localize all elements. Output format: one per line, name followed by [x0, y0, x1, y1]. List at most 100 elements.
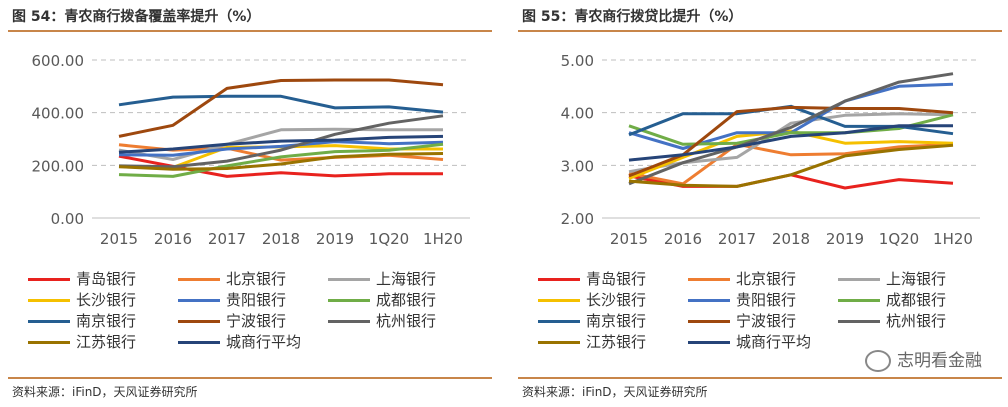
legend-item: 北京银行 — [688, 268, 796, 289]
legend-swatch — [328, 278, 370, 281]
legend-item: 杭州银行 — [838, 310, 946, 331]
x-tick-label: 2015 — [610, 230, 648, 248]
series-line — [118, 94, 444, 114]
series-line — [118, 134, 444, 154]
x-tick-label: 2019 — [826, 230, 864, 248]
legend-swatch — [328, 320, 370, 323]
legend-swatch — [538, 320, 580, 323]
legend-item: 杭州银行 — [328, 310, 436, 331]
legend-swatch — [28, 278, 70, 281]
y-tick-label: 5.00 — [561, 52, 594, 70]
legend-swatch — [328, 299, 370, 302]
series-line — [118, 152, 444, 171]
legend-item: 城商行平均 — [178, 331, 301, 352]
legend-item: 宁波银行 — [688, 310, 796, 331]
legend-label: 杭州银行 — [886, 312, 947, 330]
legend-item: 北京银行 — [178, 268, 286, 289]
legend-label: 成都银行 — [376, 291, 437, 309]
legend-item: 贵阳银行 — [688, 289, 796, 310]
x-tick-label: 2018 — [772, 230, 810, 248]
series-line — [628, 113, 954, 146]
watermark: 志明看金融 — [865, 346, 982, 372]
legend-swatch — [838, 278, 880, 281]
legend-item: 江苏银行 — [28, 331, 136, 352]
legend-swatch — [538, 299, 580, 302]
legend-label: 贵阳银行 — [226, 291, 287, 309]
legend-swatch — [538, 341, 580, 344]
x-tick-label: 1Q20 — [369, 230, 409, 248]
legend-swatch — [688, 299, 730, 302]
legend-label: 上海银行 — [886, 270, 947, 288]
series-line — [118, 78, 444, 138]
legend-label: 青岛银行 — [586, 270, 647, 288]
source-note: 资料来源：iFinD，天风证券研究所 — [522, 385, 708, 399]
legend-item: 上海银行 — [838, 268, 946, 289]
legend-label: 城商行平均 — [736, 333, 812, 351]
legend-swatch — [28, 341, 70, 344]
legend-label: 成都银行 — [886, 291, 947, 309]
legend-swatch — [688, 278, 730, 281]
line-chart-provision-ratio: 2.00 3.00 4.00 5.00 2015 2016 2017 2018 2019 1Q20… — [561, 52, 980, 248]
title-rule — [8, 30, 492, 32]
series-line — [118, 142, 444, 178]
y-tick-label: 0.00 — [51, 210, 84, 228]
legend-swatch — [688, 341, 730, 344]
chart-title: 图 55：青农商行拨贷比提升（%） — [522, 9, 743, 25]
legend-item: 城商行平均 — [688, 331, 811, 352]
legend-label: 上海银行 — [376, 270, 437, 288]
legend-swatch — [838, 320, 880, 323]
series-line — [628, 72, 954, 186]
source-rule — [8, 377, 492, 379]
legend-item: 成都银行 — [838, 289, 946, 310]
y-tick-label: 4.00 — [561, 105, 594, 123]
x-tick-label: 2017 — [718, 230, 756, 248]
y-tick-label: 2.00 — [561, 210, 594, 228]
legend-item: 青岛银行 — [28, 268, 136, 289]
y-tick-label: 200.00 — [32, 157, 85, 175]
legend-label: 北京银行 — [736, 270, 797, 288]
legend-swatch — [178, 299, 220, 302]
series-line — [118, 140, 444, 157]
title-rule — [518, 30, 1002, 32]
legend-label: 宁波银行 — [226, 312, 287, 330]
source-rule — [518, 377, 1002, 379]
chart-panel-right: 图 55：青农商行拨贷比提升（%） 2.00 3.00 4.00 5.00 2015 20… — [510, 0, 1008, 407]
x-tick-label: 2017 — [208, 230, 246, 248]
watermark-text: 志明看金融 — [897, 351, 982, 371]
x-tick-label: 2018 — [262, 230, 300, 248]
legend-swatch — [838, 299, 880, 302]
line-chart-coverage: 0.00 200.00 400.00 600.00 2015 2016 2017 2018 20… — [32, 52, 470, 248]
legend-item: 贵阳银行 — [178, 289, 286, 310]
legend-swatch — [538, 278, 580, 281]
legend-item: 成都银行 — [328, 289, 436, 310]
legend-label: 南京银行 — [76, 312, 137, 330]
series-line — [118, 114, 444, 169]
legend-swatch — [178, 320, 220, 323]
legend-label: 北京银行 — [226, 270, 287, 288]
legend-label: 宁波银行 — [736, 312, 797, 330]
legend-swatch — [28, 299, 70, 302]
legend-swatch — [688, 320, 730, 323]
x-tick-label: 1H20 — [423, 230, 463, 248]
series-line — [628, 143, 954, 188]
legend-swatch — [178, 278, 220, 281]
source-note: 资料来源：iFinD，天风证券研究所 — [12, 385, 198, 399]
legend-label: 长沙银行 — [76, 291, 137, 309]
legend-label: 江苏银行 — [76, 333, 137, 351]
legend-label: 杭州银行 — [376, 312, 437, 330]
legend-label: 江苏银行 — [586, 333, 647, 351]
legend-label: 南京银行 — [586, 312, 647, 330]
legend-swatch — [28, 320, 70, 323]
legend-item: 青岛银行 — [538, 268, 646, 289]
legend-label: 青岛银行 — [76, 270, 137, 288]
legend-item: 长沙银行 — [538, 289, 646, 310]
legend-label: 贵阳银行 — [736, 291, 797, 309]
series-line — [628, 124, 953, 162]
legend-label: 长沙银行 — [586, 291, 647, 309]
legend-item: 宁波银行 — [178, 310, 286, 331]
chart-panel-left: 图 54：青农商行拨备覆盖率提升（%） 0.00 200.00 400.00 600.… — [0, 0, 498, 407]
x-tick-label: 2016 — [154, 230, 192, 248]
x-tick-label: 1H20 — [933, 230, 973, 248]
legend-swatch — [178, 341, 220, 344]
chart-title: 图 54：青农商行拨备覆盖率提升（%） — [12, 9, 261, 25]
